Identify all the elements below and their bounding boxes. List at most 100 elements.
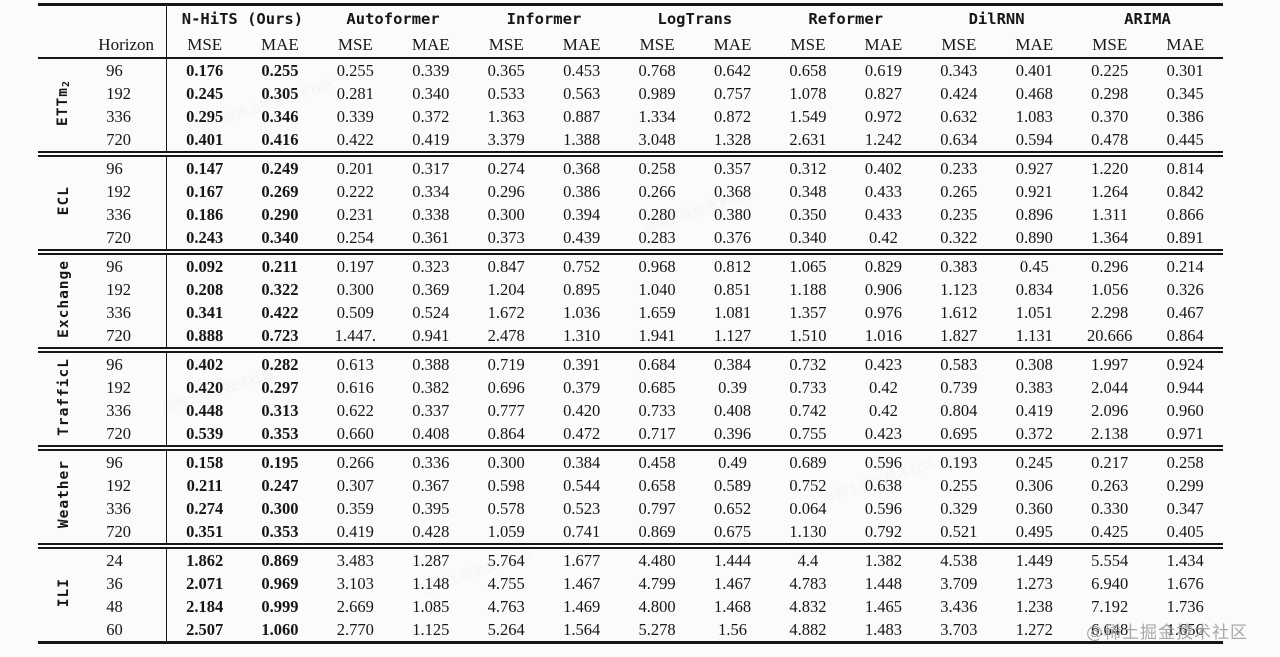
metric-cell: 1.065	[770, 249, 846, 278]
metric-cell: 0.869	[242, 543, 318, 572]
metric-cell: 0.596	[864, 498, 902, 518]
dataset-label-exchange: Exchange	[38, 249, 91, 350]
metric-cell: 0.999	[261, 596, 299, 616]
metric-cell: 0.448	[166, 399, 243, 422]
metric-cell: 3.483	[317, 543, 394, 572]
metric-cell: 0.42	[868, 227, 898, 247]
dataset-label-text: ECL	[55, 185, 72, 216]
metric-cell: 0.424	[940, 83, 978, 103]
metric-cell: 0.864	[487, 423, 525, 443]
dataset-label-ili: ILI	[38, 543, 91, 643]
metric-cell: 0.258	[1147, 445, 1223, 474]
metric-cell: 0.307	[336, 475, 374, 495]
table-row: 192 0.245 0.305 0.281 0.340 0.533 0.563 0.989 0.…	[38, 82, 1223, 105]
metric-cell: 0.282	[242, 347, 318, 376]
metric-cell: 0.351	[166, 520, 243, 546]
metric-cell: 0.420	[166, 376, 243, 399]
metric-cell: 0.445	[1166, 129, 1204, 149]
metric-cell: 1.612	[940, 302, 978, 322]
metric-cell: 20.666	[1087, 325, 1133, 345]
metric-cell: 0.290	[261, 204, 299, 224]
metric-cell: 0.396	[713, 423, 752, 443]
metric-cell: 0.976	[864, 302, 902, 322]
metric-cell: 0.368	[713, 181, 752, 201]
metric-cell: 0.589	[713, 475, 752, 495]
metric-cell: 0.733	[789, 377, 827, 397]
metric-cell: 1.827	[940, 325, 978, 345]
table-row: 192 0.211 0.247 0.307 0.367 0.598 0.544 0.658 0.…	[38, 474, 1223, 497]
metric-cell: 4.763	[487, 596, 525, 616]
metric-cell: 0.235	[940, 204, 978, 224]
metric-cell: 0.658	[638, 475, 676, 495]
metric-cell: 1.467	[713, 573, 752, 593]
metric-cell: 0.872	[713, 106, 752, 126]
metric-cell: 0.752	[789, 475, 827, 495]
horizon-cell: 192	[106, 377, 132, 397]
metric-cell: 0.341	[166, 301, 243, 324]
metric-cell: 0.211	[242, 249, 318, 278]
horizon-cell: 192	[106, 181, 132, 201]
metric-cell: 4.480	[619, 543, 695, 572]
metric-cell: 3.709	[940, 573, 978, 593]
metric-cell: 0.247	[261, 475, 299, 495]
metric-cell: 2.184	[166, 595, 243, 618]
horizon-cell: 96	[90, 445, 167, 474]
metric-cell: 0.675	[713, 521, 752, 541]
metric-cell: 0.243	[166, 226, 243, 252]
metric-cell: 0.944	[1166, 377, 1204, 397]
metric-cell: 1.659	[638, 302, 676, 322]
metric-cell: 0.370	[1091, 106, 1129, 126]
metric-cell: 1.188	[789, 279, 827, 299]
metric-cell: 2.478	[487, 325, 525, 345]
metric-cell: 0.217	[1072, 445, 1148, 474]
metric-cell: 1.465	[864, 596, 902, 616]
metric-cell: 3.703	[940, 619, 978, 639]
dataset-label-text: Exchange	[55, 259, 72, 338]
metric-cell: 1.238	[1015, 596, 1053, 616]
metric-cell: 0.280	[638, 204, 676, 224]
metric-cell: 0.340	[789, 227, 827, 247]
metric-cell: 1.264	[1091, 181, 1129, 201]
metric-cell: 0.258	[619, 151, 695, 180]
metric-cell: 0.921	[1015, 181, 1053, 201]
table-row: 336 0.341 0.422 0.509 0.524 1.672 1.036 1.659 1.…	[38, 301, 1223, 324]
metric-cell: 2.298	[1091, 302, 1129, 322]
metric-cell: 1.059	[487, 521, 525, 541]
metric-cell: 0.380	[713, 204, 752, 224]
metric-cell: 0.660	[336, 423, 374, 443]
metric-cell: 0.638	[864, 475, 902, 495]
metric-header-mse: MSE	[337, 34, 373, 54]
metric-cell: 0.523	[563, 498, 601, 518]
metric-cell: 0.658	[789, 60, 827, 80]
metric-cell: 1.125	[412, 619, 450, 639]
metric-cell: 1.131	[1015, 325, 1053, 345]
metric-cell: 0.696	[487, 377, 525, 397]
metric-header-mae: MAE	[864, 34, 903, 54]
metric-header-mae: MAE	[261, 34, 299, 54]
metric-cell: 0.214	[1147, 249, 1223, 278]
metric-cell: 0.283	[638, 227, 676, 247]
metric-cell: 1.382	[845, 543, 922, 572]
metric-cell: 0.330	[1091, 498, 1129, 518]
metric-cell: 0.723	[261, 325, 299, 345]
model-name-dilrnn: DilRNN	[968, 10, 1025, 28]
metric-cell: 0.401	[1015, 60, 1053, 80]
metric-cell: 1.273	[1015, 573, 1053, 593]
metric-cell: 0.255	[261, 60, 299, 80]
metric-cell: 1.242	[864, 129, 902, 149]
metric-cell: 0.887	[563, 106, 601, 126]
table-row: Exchange 96 0.092 0.211 0.197 0.323 0.847 0.752…	[38, 249, 1223, 350]
metric-cell: 0.467	[1166, 302, 1204, 322]
metric-cell: 0.851	[713, 279, 752, 299]
model-name-reformer: Reformer	[808, 10, 884, 28]
metric-cell: 0.989	[638, 83, 676, 103]
dataset-block-ettm2: ETTm2 96 0.176 0.255 0.255 0.339 0.365 0.453 0.7…	[38, 58, 1223, 154]
metric-cell: 1.997	[1072, 347, 1148, 376]
dataset-label-trafficl: TrafficL	[38, 347, 91, 448]
metric-cell: 4.4	[770, 543, 846, 572]
metric-cell: 0.433	[864, 181, 902, 201]
metric-cell: 1.449	[996, 543, 1073, 572]
model-name-arima: ARIMA	[1124, 10, 1171, 28]
metric-cell: 0.222	[336, 181, 374, 201]
metric-cell: 0.594	[1015, 129, 1053, 149]
